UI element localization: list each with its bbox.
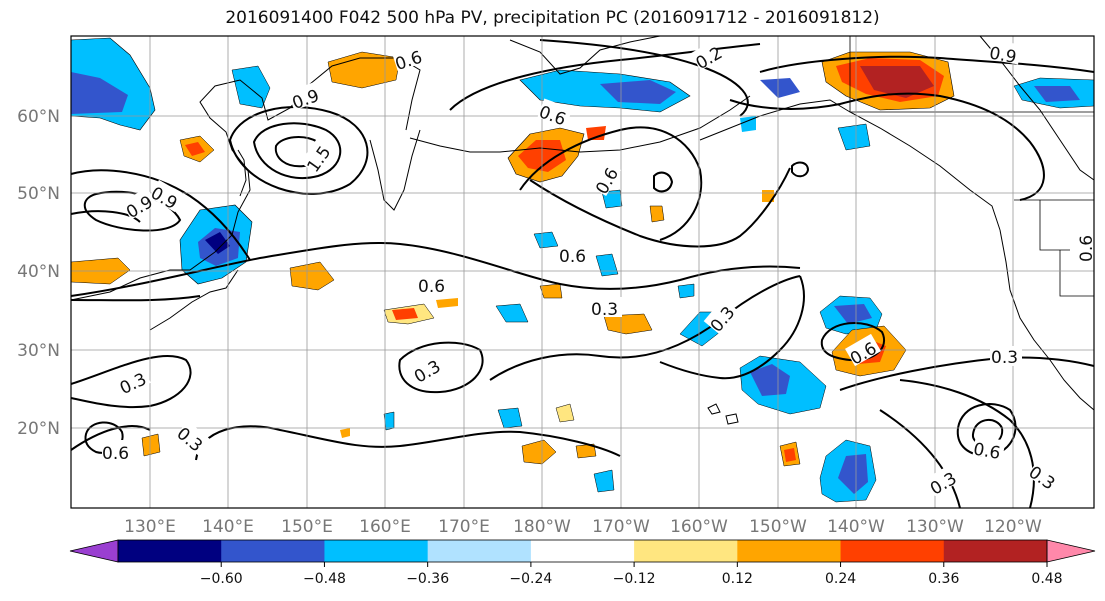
colorbar-frame: [117, 539, 1048, 563]
contour-label: 0.6: [102, 444, 129, 464]
contour-label: 0.3: [991, 348, 1018, 368]
colorbar-tick-label: −0.60: [200, 571, 243, 587]
colorbar-segment: [943, 540, 1048, 562]
colorbar-tick-label: 0.36: [928, 571, 959, 587]
colorbar-segment: [530, 540, 635, 562]
colorbar-extend-low: [69, 539, 119, 563]
contour-label: 0.6: [972, 439, 1002, 463]
lon-label: 150°W: [749, 517, 807, 537]
lon-label: 130°E: [124, 517, 176, 537]
lon-label: 120°W: [984, 517, 1042, 537]
contour-labels: 0.6 0.9 0.9 1.5 0.9 0.6 0.6 0.6 0.3 0.3 …: [102, 39, 1102, 500]
colorbar-tick-label: 0.12: [722, 571, 753, 587]
lat-label: 60°N: [17, 107, 60, 127]
colorbar: −0.60 −0.48 −0.36 −0.24 −0.12 0.12 0.24 0.36 0.4…: [69, 539, 1096, 587]
gridlines: [71, 36, 1094, 508]
map-frame: [70, 35, 1095, 509]
colorbar-segment: [118, 540, 222, 562]
colorbar-segment: [737, 540, 842, 562]
contour-label: 0.9: [988, 43, 1018, 67]
contour-label: 0.3: [591, 300, 618, 320]
longitude-labels: 130°E 140°E 150°E 160°E 170°E 180°W 170°…: [124, 517, 1042, 537]
lat-label: 50°N: [17, 184, 60, 204]
colorbar-tick-label: −0.12: [613, 571, 656, 587]
colorbar-segment: [221, 540, 325, 562]
pv-contours: [70, 39, 1095, 509]
colorbar-segment: [324, 540, 429, 562]
lon-label: 170°E: [438, 517, 490, 537]
colorbar-extend-high: [1046, 539, 1096, 563]
lon-label: 160°E: [359, 517, 411, 537]
map-title: 2016091400 F042 500 hPa PV, precipitatio…: [225, 8, 880, 28]
lat-label: 30°N: [17, 341, 60, 361]
colorbar-segment: [634, 540, 738, 562]
lon-label: 140°W: [827, 517, 885, 537]
contour-label: 0.6: [559, 247, 586, 267]
lon-label: 150°E: [281, 517, 333, 537]
contour-label: 0.6: [1077, 235, 1097, 262]
latitude-labels: 60°N 50°N 40°N 30°N 20°N: [17, 107, 60, 439]
contour-label: 0.6: [418, 277, 445, 297]
colorbar-tick-label: 0.48: [1031, 571, 1062, 587]
colorbar-tick-label: −0.36: [406, 571, 449, 587]
colorbar-tick-label: −0.48: [303, 571, 346, 587]
lon-label: 160°W: [670, 517, 728, 537]
lon-label: 170°W: [592, 517, 650, 537]
colorbar-tick-label: −0.24: [509, 571, 552, 587]
lon-label: 140°E: [202, 517, 254, 537]
lat-label: 40°N: [17, 262, 60, 282]
lat-label: 20°N: [17, 419, 60, 439]
map-background: [71, 36, 1094, 508]
coastlines: [70, 35, 1095, 425]
lon-label: 180°W: [513, 517, 571, 537]
colorbar-segment: [427, 540, 532, 562]
lon-label: 130°W: [906, 517, 964, 537]
colorbar-segment: [840, 540, 945, 562]
colorbar-tick-label: 0.24: [825, 571, 856, 587]
